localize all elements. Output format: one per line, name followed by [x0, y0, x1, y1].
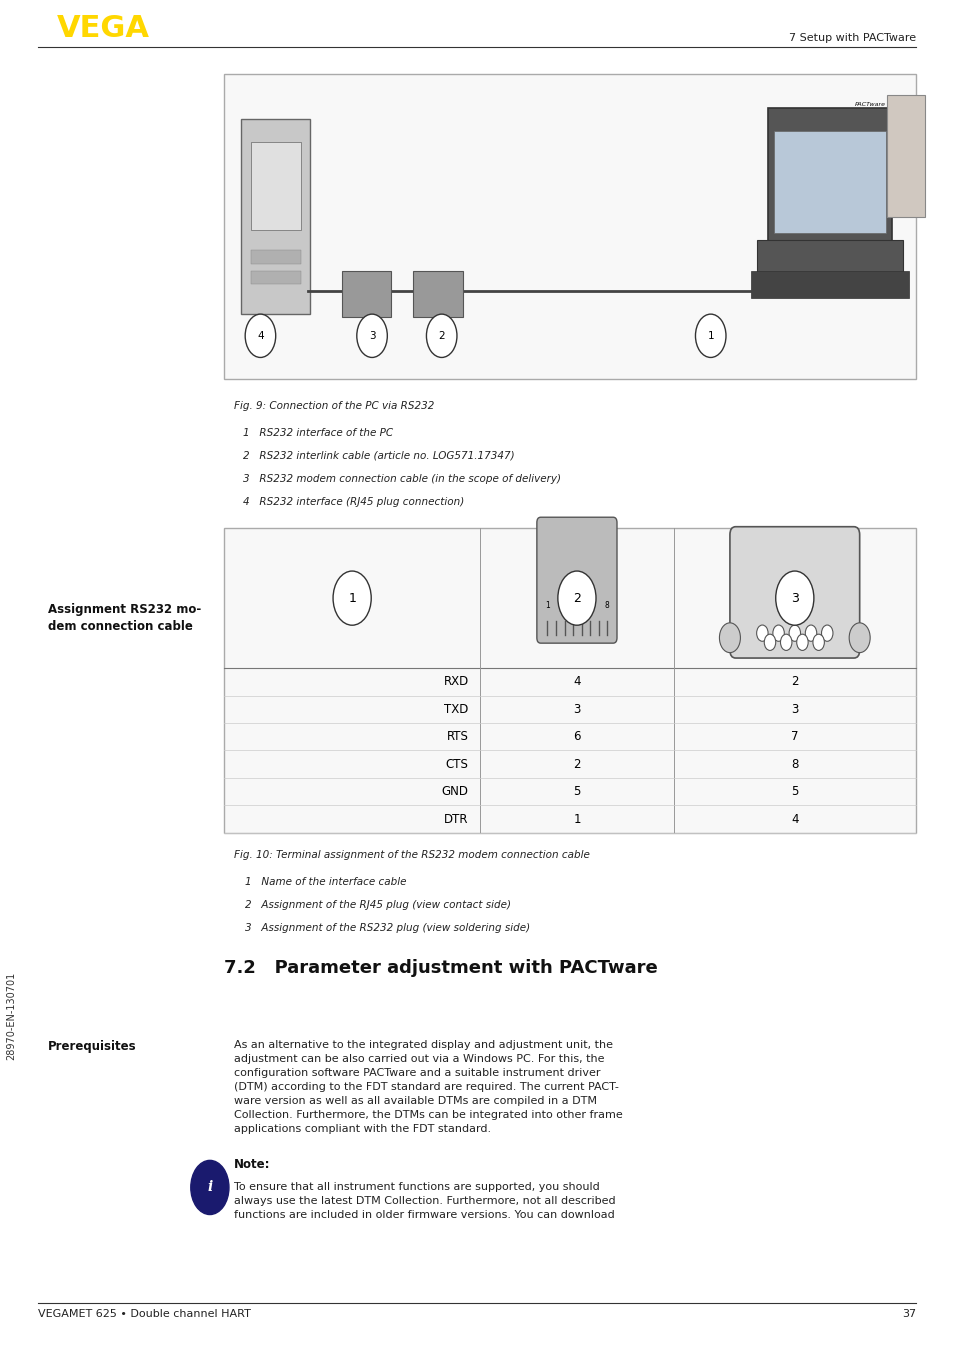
FancyBboxPatch shape — [251, 250, 300, 264]
Text: 28970-EN-130701: 28970-EN-130701 — [7, 971, 16, 1060]
Text: 3   RS232 modem connection cable (in the scope of delivery): 3 RS232 modem connection cable (in the s… — [243, 474, 560, 483]
Text: 3: 3 — [573, 703, 580, 716]
Text: i: i — [207, 1181, 213, 1194]
Text: Fig. 9: Connection of the PC via RS232: Fig. 9: Connection of the PC via RS232 — [233, 401, 434, 410]
Circle shape — [821, 626, 832, 642]
FancyBboxPatch shape — [224, 74, 915, 379]
Text: 1   RS232 interface of the PC: 1 RS232 interface of the PC — [243, 428, 393, 437]
Text: 3: 3 — [369, 330, 375, 341]
Text: 6: 6 — [573, 730, 580, 743]
Text: Prerequisites: Prerequisites — [48, 1040, 136, 1053]
Text: 4: 4 — [257, 330, 263, 341]
FancyBboxPatch shape — [251, 271, 300, 284]
FancyBboxPatch shape — [756, 240, 902, 274]
Circle shape — [558, 571, 596, 626]
Text: CTS: CTS — [445, 758, 468, 770]
Circle shape — [812, 634, 823, 650]
Text: 5: 5 — [790, 785, 798, 798]
Text: 37: 37 — [901, 1309, 915, 1319]
Text: Note:: Note: — [233, 1158, 270, 1171]
Text: RTS: RTS — [446, 730, 468, 743]
Text: 1: 1 — [707, 330, 713, 341]
Text: 3: 3 — [790, 703, 798, 716]
Text: 7: 7 — [790, 730, 798, 743]
Text: 3: 3 — [790, 592, 798, 605]
Text: 2   Assignment of the RJ45 plug (view contact side): 2 Assignment of the RJ45 plug (view cont… — [245, 900, 511, 910]
Text: 3   Assignment of the RS232 plug (view soldering side): 3 Assignment of the RS232 plug (view sol… — [245, 923, 530, 933]
Circle shape — [772, 626, 783, 642]
Text: Assignment RS232 mo-
dem connection cable: Assignment RS232 mo- dem connection cabl… — [48, 603, 201, 632]
Text: RXD: RXD — [443, 676, 468, 688]
Text: 8: 8 — [790, 758, 798, 770]
Text: 4: 4 — [790, 812, 798, 826]
FancyBboxPatch shape — [224, 528, 915, 833]
FancyBboxPatch shape — [251, 142, 300, 230]
Text: 1: 1 — [573, 812, 580, 826]
Text: 2   RS232 interlink cable (article no. LOG571.17347): 2 RS232 interlink cable (article no. LOG… — [243, 451, 515, 460]
Text: GND: GND — [441, 785, 468, 798]
Text: 1: 1 — [544, 601, 549, 611]
Circle shape — [756, 626, 767, 642]
Text: 1: 1 — [348, 592, 355, 605]
Circle shape — [191, 1160, 229, 1215]
Text: 7.2   Parameter adjustment with PACTware: 7.2 Parameter adjustment with PACTware — [224, 959, 658, 976]
Text: TXD: TXD — [444, 703, 468, 716]
Text: 8: 8 — [603, 601, 608, 611]
Circle shape — [719, 623, 740, 653]
Circle shape — [245, 314, 275, 357]
Circle shape — [780, 634, 791, 650]
Circle shape — [788, 626, 800, 642]
Text: 2: 2 — [573, 592, 580, 605]
Text: 4: 4 — [573, 676, 580, 688]
Text: As an alternative to the integrated display and adjustment unit, the
adjustment : As an alternative to the integrated disp… — [233, 1040, 621, 1133]
Circle shape — [796, 634, 807, 650]
Text: Fig. 10: Terminal assignment of the RS232 modem connection cable: Fig. 10: Terminal assignment of the RS23… — [233, 850, 589, 860]
FancyBboxPatch shape — [241, 119, 310, 314]
Text: 2: 2 — [438, 330, 444, 341]
Circle shape — [695, 314, 725, 357]
FancyBboxPatch shape — [413, 271, 462, 317]
Text: 4   RS232 interface (RJ45 plug connection): 4 RS232 interface (RJ45 plug connection) — [243, 497, 464, 506]
Text: 2: 2 — [573, 758, 580, 770]
Circle shape — [775, 571, 813, 626]
Text: 2: 2 — [790, 676, 798, 688]
Circle shape — [426, 314, 456, 357]
Text: PACTware: PACTware — [855, 102, 885, 107]
FancyBboxPatch shape — [729, 527, 859, 658]
FancyBboxPatch shape — [750, 271, 908, 298]
FancyBboxPatch shape — [537, 517, 617, 643]
FancyBboxPatch shape — [773, 131, 885, 233]
Text: To ensure that all instrument functions are supported, you should
always use the: To ensure that all instrument functions … — [233, 1182, 615, 1220]
Text: VEGAMET 625 • Double channel HART: VEGAMET 625 • Double channel HART — [38, 1309, 251, 1319]
Text: 5: 5 — [573, 785, 580, 798]
FancyBboxPatch shape — [767, 108, 891, 244]
FancyBboxPatch shape — [886, 95, 924, 217]
Text: 7 Setup with PACTware: 7 Setup with PACTware — [788, 34, 915, 43]
Text: 1   Name of the interface cable: 1 Name of the interface cable — [245, 877, 406, 887]
Text: VEGA: VEGA — [57, 15, 150, 43]
Circle shape — [356, 314, 387, 357]
Circle shape — [804, 626, 816, 642]
Circle shape — [333, 571, 371, 626]
FancyBboxPatch shape — [341, 271, 391, 317]
Text: DTR: DTR — [444, 812, 468, 826]
Circle shape — [763, 634, 775, 650]
FancyBboxPatch shape — [556, 535, 598, 609]
Circle shape — [848, 623, 869, 653]
